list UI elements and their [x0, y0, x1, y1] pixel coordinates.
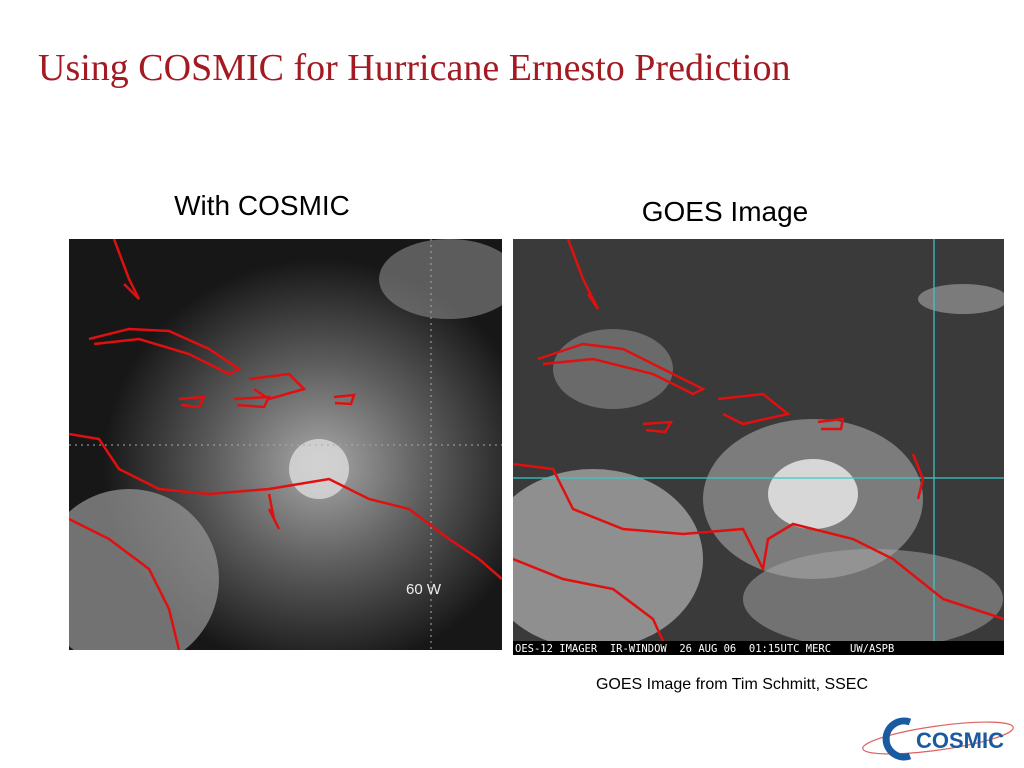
slide-title: Using COSMIC for Hurricane Ernesto Predi… [38, 47, 791, 89]
image-caption: GOES Image from Tim Schmitt, SSEC [595, 676, 869, 693]
image-banner: OES-12 IMAGER IR-WINDOW 26 AUG 06 01:15U… [515, 643, 894, 655]
logo: COSMIC [862, 717, 1014, 761]
model-image: 60 W [69, 239, 502, 650]
goes-image: OES-12 IMAGER IR-WINDOW 26 AUG 06 01:15U… [513, 239, 1004, 655]
panel-heading: With COSMIC [174, 190, 350, 221]
panel-heading: GOES Image [641, 196, 809, 227]
logo-text: COSMIC [916, 728, 1004, 753]
image-label: 60 W [406, 581, 442, 598]
